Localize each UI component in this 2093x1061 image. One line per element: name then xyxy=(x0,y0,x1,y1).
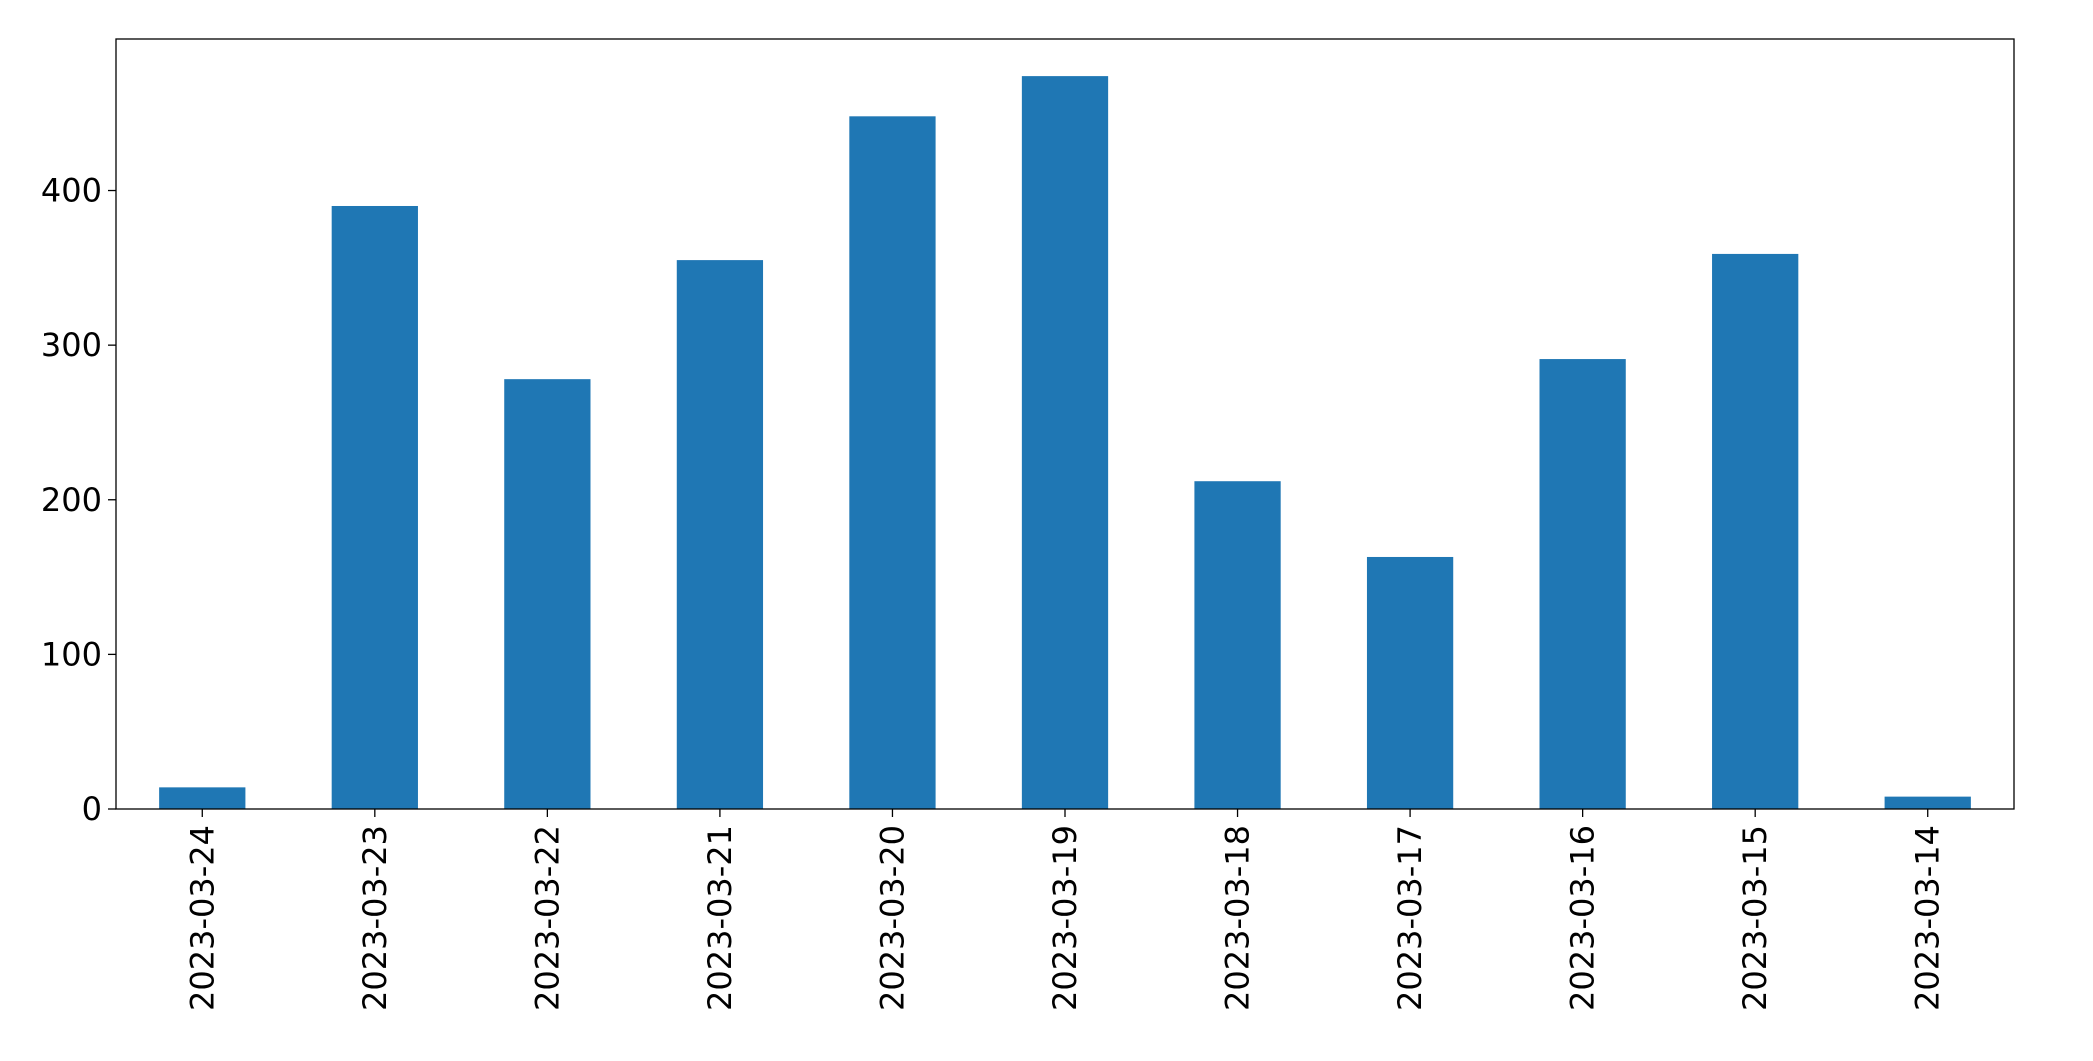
bar xyxy=(849,116,936,810)
x-tick-label: 2023-03-22 xyxy=(528,825,566,1011)
x-tick-label: 2023-03-21 xyxy=(701,825,739,1011)
bar xyxy=(504,379,591,809)
y-tick-label: 0 xyxy=(82,790,102,828)
bar xyxy=(331,205,418,810)
bar xyxy=(1884,796,1971,809)
bar xyxy=(1194,481,1281,809)
x-tick-label: 2023-03-19 xyxy=(1046,825,1084,1011)
x-tick-label: 2023-03-24 xyxy=(183,825,221,1011)
bar xyxy=(676,260,764,809)
x-tick-label: 2023-03-17 xyxy=(1391,825,1429,1011)
y-tick-label: 200 xyxy=(41,481,102,519)
bar xyxy=(1021,76,1109,809)
x-tick-label: 2023-03-16 xyxy=(1564,825,1602,1011)
x-tick-label: 2023-03-15 xyxy=(1736,825,1774,1011)
y-tick-label: 100 xyxy=(41,635,102,673)
y-tick-label: 300 xyxy=(41,326,102,364)
bar xyxy=(1539,359,1626,809)
bar xyxy=(1366,556,1454,809)
x-tick-label: 2023-03-18 xyxy=(1219,825,1257,1011)
y-tick-label: 400 xyxy=(41,172,102,210)
x-tick-label: 2023-03-14 xyxy=(1909,825,1947,1011)
plot-frame xyxy=(115,38,2015,810)
bar xyxy=(1712,253,1799,809)
x-tick-label: 2023-03-23 xyxy=(356,825,394,1011)
x-tick-label: 2023-03-20 xyxy=(873,825,911,1011)
bar xyxy=(159,787,246,809)
